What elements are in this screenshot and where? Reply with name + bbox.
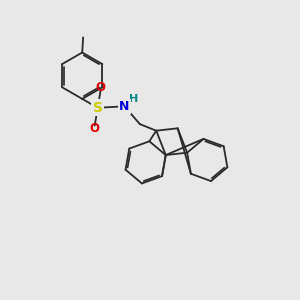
Text: H: H xyxy=(129,94,138,104)
Text: S: S xyxy=(93,101,103,115)
Text: O: O xyxy=(96,81,106,94)
Text: N: N xyxy=(119,100,130,113)
Text: O: O xyxy=(90,122,100,134)
